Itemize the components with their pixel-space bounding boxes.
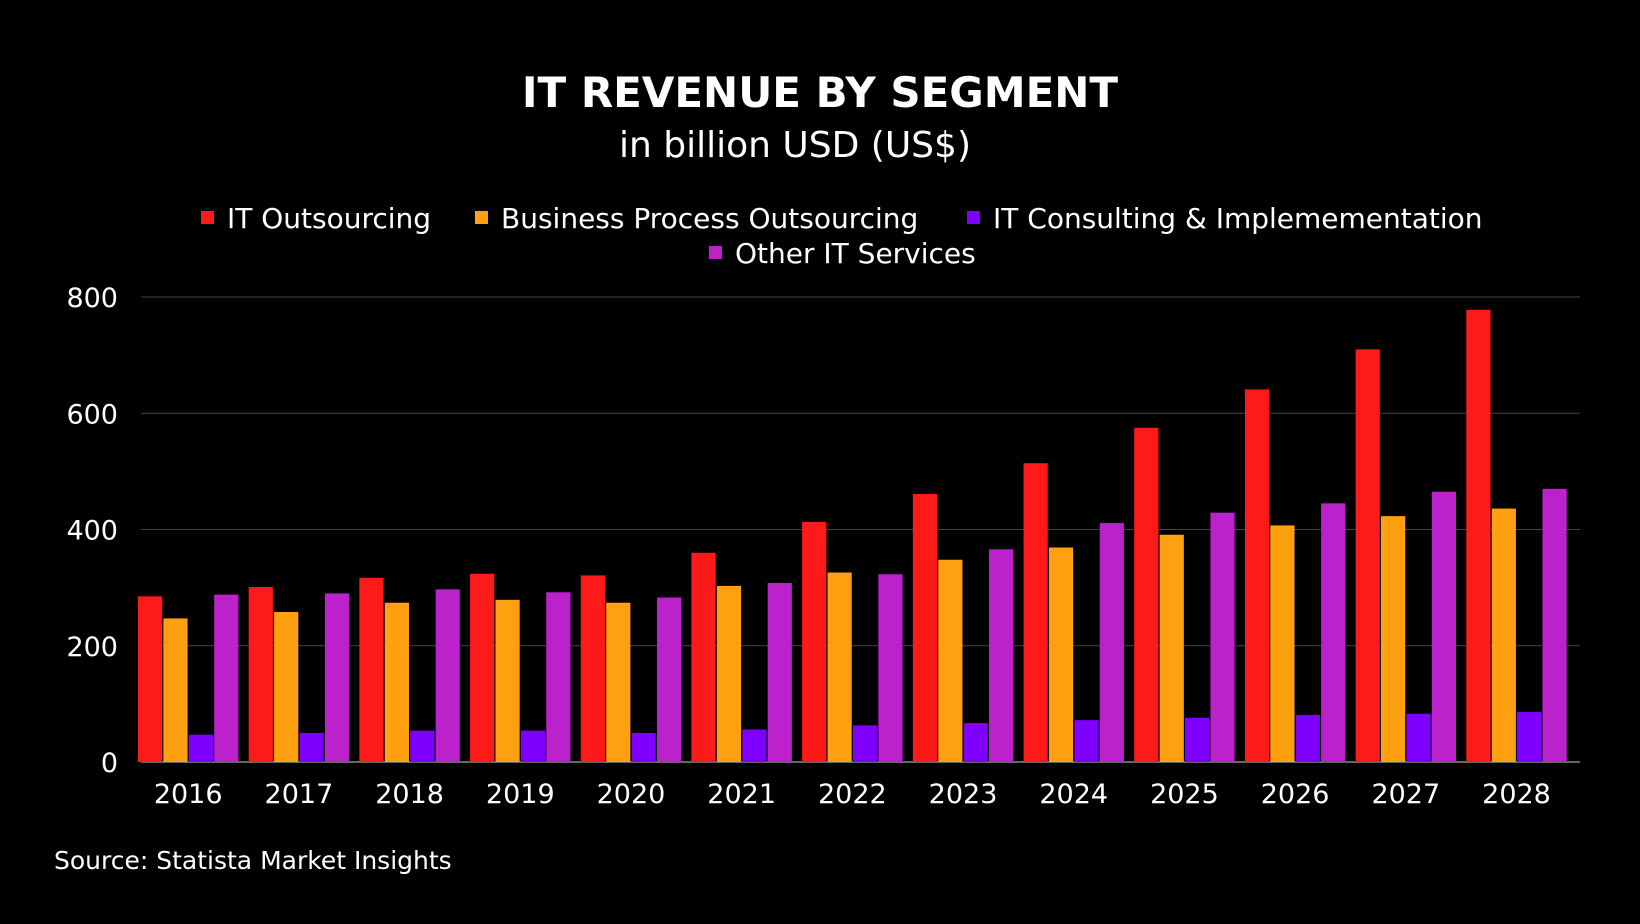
- bar-2019-3: [546, 592, 571, 762]
- bar-2028-2: [1517, 712, 1542, 762]
- bar-2020-0: [580, 575, 605, 762]
- bar-2017-3: [324, 593, 350, 762]
- bar-2018-2: [410, 730, 435, 762]
- bar-2026-2: [1295, 714, 1320, 762]
- source-note: Source: Statista Market Insights: [54, 846, 452, 875]
- bar-2022-2: [852, 725, 878, 762]
- bar-2028-3: [1542, 488, 1567, 762]
- bar-2025-3: [1210, 512, 1235, 762]
- chart-subtitle: in billion USD (US$): [619, 125, 971, 166]
- bar-2018-3: [435, 589, 460, 762]
- x-tick-label: 2019: [486, 779, 555, 810]
- legend-label: Other IT Services: [735, 237, 976, 270]
- legend-item: IT Outsourcing: [201, 202, 431, 235]
- legend: IT Outsourcing Business Process Outsourci…: [201, 202, 1483, 270]
- bar-2016-1: [163, 618, 188, 762]
- legend-item: Business Process Outsourcing: [475, 202, 918, 235]
- bar-2024-2: [1074, 720, 1099, 762]
- x-tick-label: 2023: [929, 779, 998, 810]
- bar-2027-3: [1431, 491, 1457, 762]
- chart-title: IT REVENUE BY SEGMENT: [522, 68, 1118, 117]
- x-tick-label: 2026: [1261, 779, 1330, 810]
- bar-2022-1: [827, 572, 852, 762]
- bar-2021-3: [767, 582, 792, 762]
- y-tick-label: 200: [66, 632, 118, 663]
- bar-2026-3: [1321, 503, 1346, 762]
- legend-label: IT Consulting & Implemementation: [993, 202, 1483, 235]
- x-tick-label: 2025: [1150, 779, 1219, 810]
- bar-2025-2: [1185, 717, 1210, 762]
- bar-2016-0: [138, 596, 163, 762]
- legend-swatch: [967, 211, 980, 224]
- bar-2028-0: [1466, 309, 1491, 762]
- bar-2019-2: [520, 730, 546, 762]
- bar-2022-3: [878, 574, 903, 762]
- x-tick-label: 2024: [1039, 779, 1108, 810]
- bar-2017-2: [299, 732, 324, 762]
- bar-2027-2: [1406, 713, 1431, 762]
- gridlines: 0 200 400 600 800: [66, 283, 1580, 779]
- y-tick-label: 600: [66, 399, 118, 430]
- bar-2018-0: [359, 577, 384, 762]
- bar-2027-1: [1381, 516, 1406, 762]
- x-tick-label: 2017: [265, 779, 334, 810]
- y-tick-label: 400: [66, 516, 118, 547]
- bar-2017-1: [274, 612, 299, 762]
- legend-item: Other IT Services: [709, 237, 976, 270]
- bar-2023-3: [989, 549, 1014, 762]
- legend-swatch: [709, 246, 722, 259]
- bar-2023-0: [912, 494, 938, 762]
- bar-2024-0: [1023, 463, 1048, 762]
- x-tick-label: 2020: [597, 779, 666, 810]
- y-tick-label: 0: [101, 748, 118, 779]
- bar-2021-1: [716, 585, 742, 762]
- x-tick-label: 2018: [375, 779, 444, 810]
- bar-2016-2: [188, 734, 213, 762]
- legend-label: Business Process Outsourcing: [501, 202, 918, 235]
- x-axis-labels: 2016 2017 2018 2019 2020 2021 2022 2023 2024 2025…: [154, 779, 1551, 810]
- bar-2023-2: [963, 723, 988, 762]
- x-tick-label: 2022: [818, 779, 887, 810]
- bar-2019-0: [470, 573, 495, 762]
- bar-2026-0: [1244, 389, 1270, 762]
- y-tick-label: 800: [66, 283, 118, 314]
- legend-label: IT Outsourcing: [227, 202, 431, 235]
- legend-item: IT Consulting & Implemementation: [967, 202, 1483, 235]
- bar-2026-1: [1270, 525, 1295, 762]
- legend-swatch: [201, 211, 214, 224]
- bar-2028-1: [1491, 508, 1516, 762]
- bar-2016-3: [214, 594, 239, 762]
- bar-2025-1: [1159, 534, 1184, 762]
- bar-2027-0: [1355, 349, 1380, 762]
- x-tick-label: 2021: [707, 779, 776, 810]
- bar-2020-1: [606, 602, 631, 762]
- bar-2025-0: [1134, 427, 1159, 762]
- bar-2018-1: [384, 602, 409, 762]
- bar-2022-0: [802, 521, 827, 762]
- bars: [138, 309, 1567, 762]
- x-tick-label: 2016: [154, 779, 223, 810]
- x-tick-label: 2027: [1371, 779, 1440, 810]
- bar-2020-2: [631, 732, 656, 762]
- bar-2019-1: [495, 599, 520, 762]
- bar-2024-1: [1048, 547, 1074, 762]
- bar-2017-0: [248, 587, 273, 762]
- bar-2021-0: [691, 552, 716, 762]
- bar-2023-1: [938, 559, 963, 762]
- legend-swatch: [475, 211, 488, 224]
- bar-2021-2: [742, 729, 767, 762]
- bar-2020-3: [656, 597, 682, 762]
- x-tick-label: 2028: [1482, 779, 1551, 810]
- bar-2024-3: [1099, 523, 1124, 762]
